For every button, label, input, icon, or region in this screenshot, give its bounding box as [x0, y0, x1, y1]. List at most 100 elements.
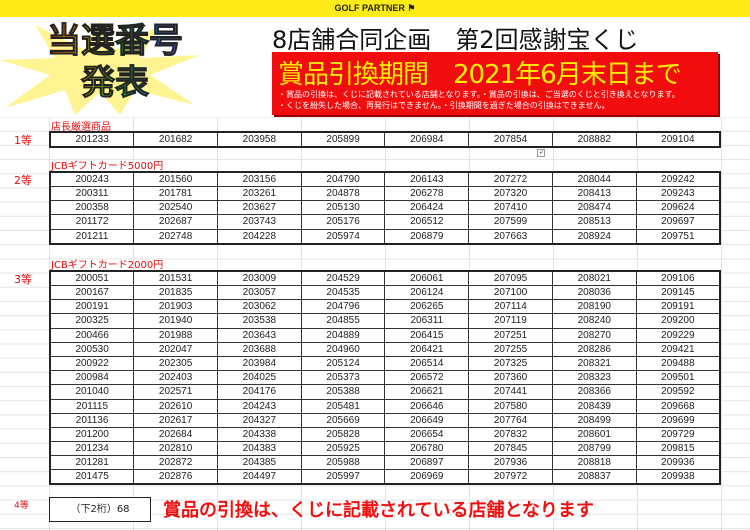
winning-number: 207410: [468, 200, 553, 216]
winning-number: 202403: [133, 370, 218, 386]
winning-number: 205176: [300, 214, 386, 230]
table-row: 200922 202305 203984 205124 206514 207325 2083…: [49, 355, 721, 372]
winning-number: 206646: [384, 398, 470, 414]
prize-name-1: 店長厳選商品: [51, 122, 111, 133]
winning-number: 200167: [49, 284, 135, 301]
table-row: 201475 202876 204497 205997 206969 207972 2088…: [49, 469, 721, 485]
winning-number: 209815: [635, 441, 721, 457]
winning-number: 201781: [133, 185, 218, 202]
winning-number: 202687: [133, 214, 218, 230]
winning-number: 204497: [216, 469, 302, 485]
winning-number: 207320: [468, 185, 553, 202]
winning-number: 205388: [300, 384, 386, 400]
winning-number: 206143: [384, 171, 470, 187]
winning-number: 205124: [300, 355, 386, 372]
table-row: 200191 201903 203062 204796 206265 207114 2081…: [49, 299, 721, 315]
winning-number: 200984: [49, 370, 135, 386]
period-banner: 賞品引換期間 2021年6月末日まで ・賞品の引換は、くじに記載されている店舗と…: [272, 52, 718, 115]
winning-number: 208601: [551, 426, 637, 443]
winning-number: 202617: [133, 412, 218, 428]
prize-name-3: JCBギフトカード2000円: [51, 260, 164, 271]
winning-number: 202810: [133, 441, 218, 457]
winning-number: 202047: [133, 341, 218, 357]
winning-number: 201940: [133, 313, 218, 329]
winning-number: 207580: [468, 398, 553, 414]
starburst-icon: [0, 20, 200, 115]
winning-number: 207832: [468, 426, 553, 443]
winning-number: 208882: [551, 131, 637, 148]
winning-number: 201835: [133, 284, 218, 301]
winning-number: 209501: [635, 370, 721, 386]
winning-number: 208799: [551, 441, 637, 457]
winning-number: 205373: [300, 370, 386, 386]
winning-number: 203743: [216, 214, 302, 230]
winning-number: 202684: [133, 426, 218, 443]
winning-number: 207272: [468, 171, 553, 187]
winning-number: 205669: [300, 412, 386, 428]
winning-number: 207325: [468, 355, 553, 372]
footer-note: 賞品の引換は、くじに記載されている店舗となります: [163, 500, 594, 521]
winning-number: 205481: [300, 398, 386, 414]
winning-number: 201988: [133, 327, 218, 343]
winning-number: 205925: [300, 441, 386, 457]
winning-number: 206621: [384, 384, 470, 400]
winning-number: 209488: [635, 355, 721, 372]
winning-number: 203538: [216, 313, 302, 329]
winning-number: 207663: [468, 228, 553, 245]
winning-number: 203156: [216, 171, 302, 187]
winning-number: 206969: [384, 469, 470, 485]
winning-number: 207119: [468, 313, 553, 329]
prize-name-2: JCBギフトカード5000円: [51, 161, 164, 172]
winning-number: 201115: [49, 398, 135, 414]
winning-number: 200191: [49, 299, 135, 315]
winning-number: 204338: [216, 426, 302, 443]
winning-number: 208321: [551, 355, 637, 372]
winning-number: 208818: [551, 455, 637, 471]
table-row: 200530 202047 203688 204960 206421 207255 2082…: [49, 341, 721, 357]
winning-number: 209229: [635, 327, 721, 343]
winning-number: 200358: [49, 200, 135, 216]
winning-number: 209729: [635, 426, 721, 443]
winning-number: 206572: [384, 370, 470, 386]
fourth-prize-box: （下2桁）68: [49, 497, 151, 522]
table-row: 200325 201940 203538 204855 206311 207119 2082…: [49, 313, 721, 329]
winning-number: 203984: [216, 355, 302, 372]
winning-number: 206512: [384, 214, 470, 230]
winning-number: 201233: [49, 131, 135, 148]
winning-number: 203688: [216, 341, 302, 357]
winning-number: 207845: [468, 441, 553, 457]
winning-number: 204327: [216, 412, 302, 428]
winning-number: 209191: [635, 299, 721, 315]
winning-number: 208044: [551, 171, 637, 187]
winning-number: 206424: [384, 200, 470, 216]
winning-number: 201200: [49, 426, 135, 443]
winning-number: 206124: [384, 284, 470, 301]
winning-number: 203057: [216, 284, 302, 301]
brand-logo: GOLF PARTNER: [334, 3, 405, 13]
table-row: 201233 201682 203958 205899 206984 207854 2088…: [49, 131, 721, 148]
winning-number: 205130: [300, 200, 386, 216]
winning-number: 209104: [635, 131, 721, 148]
winning-number: 207972: [468, 469, 553, 485]
golf-flag-icon: ⚑: [407, 3, 416, 13]
exchange-period: 賞品引換期間 2021年6月末日まで: [278, 60, 682, 90]
winning-number: 208439: [551, 398, 637, 414]
brand-bar: GOLF PARTNER ⚑: [0, 0, 750, 17]
rank-label-1: 1等: [14, 134, 32, 147]
winning-number: 204176: [216, 384, 302, 400]
winning-number: 209697: [635, 214, 721, 230]
page-title: 8店舗合同企画 第2回感謝宝くじ: [272, 26, 639, 54]
winning-number: 208413: [551, 185, 637, 202]
winning-numbers-table-3: 200051 201531 203009 204529 206061 207095 2080…: [49, 270, 721, 486]
winning-number: 202872: [133, 455, 218, 471]
winning-number: 204796: [300, 299, 386, 315]
winning-number: 209751: [635, 228, 721, 245]
winning-number: 202305: [133, 355, 218, 372]
winning-number: 201560: [133, 171, 218, 187]
winning-number: 209200: [635, 313, 721, 329]
winning-number: 208021: [551, 270, 637, 286]
winning-number: 209592: [635, 384, 721, 400]
winning-number: 209242: [635, 171, 721, 187]
winning-number: 201136: [49, 412, 135, 428]
table-row: 201234 202810 204383 205925 206780 207845 2087…: [49, 441, 721, 457]
